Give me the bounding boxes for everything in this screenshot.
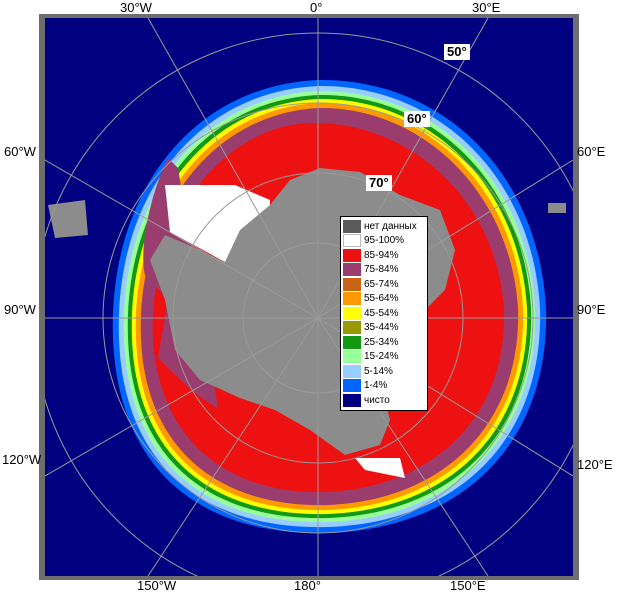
- lon-label-30w: 30°W: [120, 0, 152, 15]
- legend-swatch: [343, 234, 361, 248]
- legend-swatch: [343, 379, 361, 393]
- lat-label-70: 70°: [366, 175, 392, 191]
- lon-label-0: 0°: [310, 0, 323, 15]
- legend-item: 85-94%: [343, 248, 425, 263]
- legend-label: 95-100%: [364, 235, 405, 247]
- lat-label-60: 60°: [404, 111, 430, 127]
- legend-swatch: [343, 306, 361, 320]
- legend-item: 55-64%: [343, 292, 425, 307]
- lon-label-90e: 90°E: [577, 302, 606, 317]
- legend-item: 95-100%: [343, 234, 425, 249]
- legend-swatch: [343, 335, 361, 349]
- ice-patch-95-ross: [355, 458, 405, 478]
- legend-label: 1-4%: [364, 380, 388, 392]
- legend-item: 25-34%: [343, 335, 425, 350]
- legend: нет данных 95-100% 85-94% 75-84% 65-74% 55-64…: [340, 216, 428, 411]
- lon-label-120w: 120°W: [2, 452, 42, 467]
- legend-swatch: [343, 263, 361, 277]
- legend-swatch: [343, 292, 361, 306]
- legend-label: 75-84%: [364, 264, 399, 276]
- legend-label: 35-44%: [364, 322, 399, 334]
- legend-item: чисто: [343, 393, 425, 408]
- legend-swatch: [343, 219, 361, 233]
- legend-item: 5-14%: [343, 364, 425, 379]
- legend-label: чисто: [364, 394, 390, 406]
- legend-item: 1-4%: [343, 379, 425, 394]
- legend-swatch: [343, 248, 361, 262]
- legend-label: нет данных: [364, 220, 417, 232]
- legend-label: 5-14%: [364, 365, 393, 377]
- legend-item: 35-44%: [343, 321, 425, 336]
- legend-item: 65-74%: [343, 277, 425, 292]
- legend-item: 15-24%: [343, 350, 425, 365]
- lon-label-150e: 150°E: [450, 578, 486, 593]
- legend-label: 65-74%: [364, 278, 399, 290]
- legend-label: 85-94%: [364, 249, 399, 261]
- legend-label: 25-34%: [364, 336, 399, 348]
- legend-label: 15-24%: [364, 351, 399, 363]
- legend-swatch: [343, 321, 361, 335]
- land-patch-east: [548, 203, 566, 213]
- legend-item: 75-84%: [343, 263, 425, 278]
- legend-swatch: [343, 350, 361, 364]
- lon-label-120e: 120°E: [577, 457, 613, 472]
- lon-label-180: 180°: [294, 578, 321, 593]
- lon-label-30e: 30°E: [472, 0, 501, 15]
- lon-label-60e: 60°E: [577, 144, 606, 159]
- legend-swatch: [343, 393, 361, 407]
- legend-label: 45-54%: [364, 307, 399, 319]
- land-patch-west: [48, 200, 88, 238]
- lon-label-90w: 90°W: [4, 302, 36, 317]
- lon-label-60w: 60°W: [4, 144, 36, 159]
- legend-swatch: [343, 364, 361, 378]
- legend-label: 55-64%: [364, 293, 399, 305]
- lon-label-150w: 150°W: [137, 578, 177, 593]
- legend-item: нет данных: [343, 219, 425, 234]
- legend-swatch: [343, 277, 361, 291]
- legend-item: 45-54%: [343, 306, 425, 321]
- lat-label-50: 50°: [444, 44, 470, 60]
